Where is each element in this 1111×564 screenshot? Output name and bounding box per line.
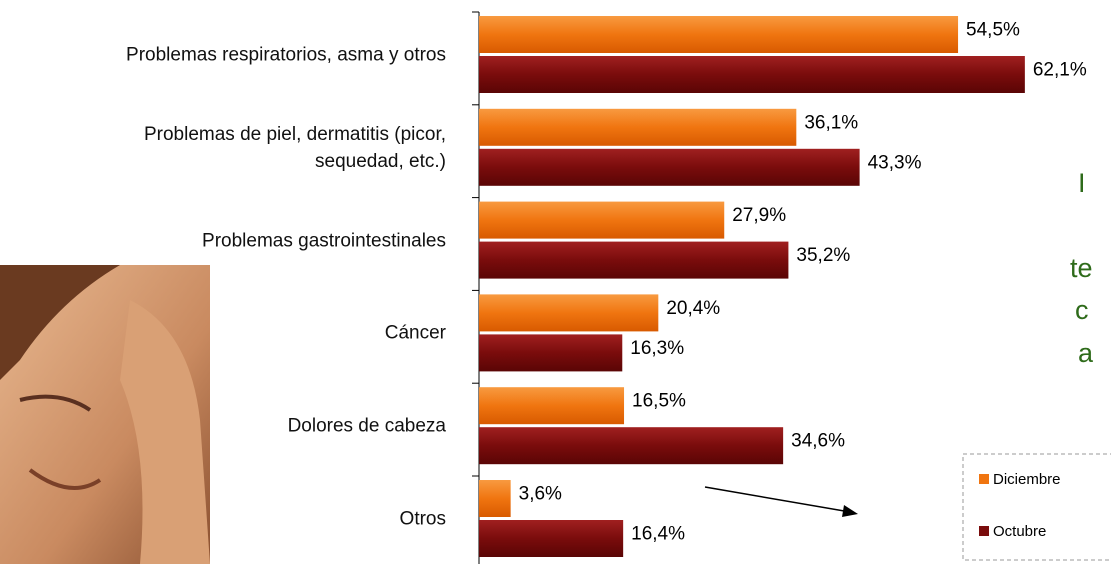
value-label: 43,3%: [868, 152, 922, 173]
annotation: I: [1078, 168, 1086, 198]
legend-label: Diciembre: [993, 471, 1061, 488]
bar: [479, 427, 783, 464]
category-label: Cáncer: [0, 320, 446, 347]
bar: [479, 16, 958, 53]
bar: [479, 202, 724, 239]
bar: [479, 520, 623, 557]
bar: [479, 480, 511, 517]
category-label: Problemas gastrointestinales: [0, 227, 446, 254]
value-label: 16,3%: [630, 338, 684, 359]
chart: 54,5% 62,1% 36,1% 43,3% 27,9% 35,2% 20,4% 16,3%…: [0, 0, 1111, 564]
arrow-head: [842, 505, 858, 517]
value-label: 35,2%: [796, 245, 850, 266]
value-label: 54,5%: [966, 20, 1020, 41]
value-label: 3,6%: [519, 484, 562, 505]
bar: [479, 387, 624, 424]
value-label: 16,5%: [632, 391, 686, 412]
value-label: 34,6%: [791, 431, 845, 452]
category-label: Problemas de piel, dermatitis (picor, se…: [0, 121, 446, 175]
category-label: Dolores de cabeza: [0, 413, 446, 440]
legend-swatch: [979, 474, 989, 484]
annotation: c: [1075, 295, 1089, 325]
legend-box: [963, 454, 1111, 560]
arrow: [705, 487, 850, 512]
annotation: te: [1070, 253, 1093, 283]
bar: [479, 109, 796, 146]
bar: [479, 149, 860, 186]
bar: [479, 294, 658, 331]
legend-label: Octubre: [993, 523, 1046, 540]
category-label: Otros: [0, 506, 446, 533]
value-label: 62,1%: [1033, 60, 1087, 81]
bar: [479, 334, 622, 371]
value-label: 16,4%: [631, 524, 685, 545]
annotation: a: [1078, 338, 1094, 368]
bar: [479, 56, 1025, 93]
category-label: Problemas respiratorios, asma y otros: [0, 42, 446, 69]
bar: [479, 242, 788, 279]
value-label: 27,9%: [732, 205, 786, 226]
value-label: 36,1%: [804, 112, 858, 133]
page: 54,5% 62,1% 36,1% 43,3% 27,9% 35,2% 20,4% 16,3%…: [0, 0, 1111, 564]
legend-swatch: [979, 526, 989, 536]
value-label: 20,4%: [666, 298, 720, 319]
